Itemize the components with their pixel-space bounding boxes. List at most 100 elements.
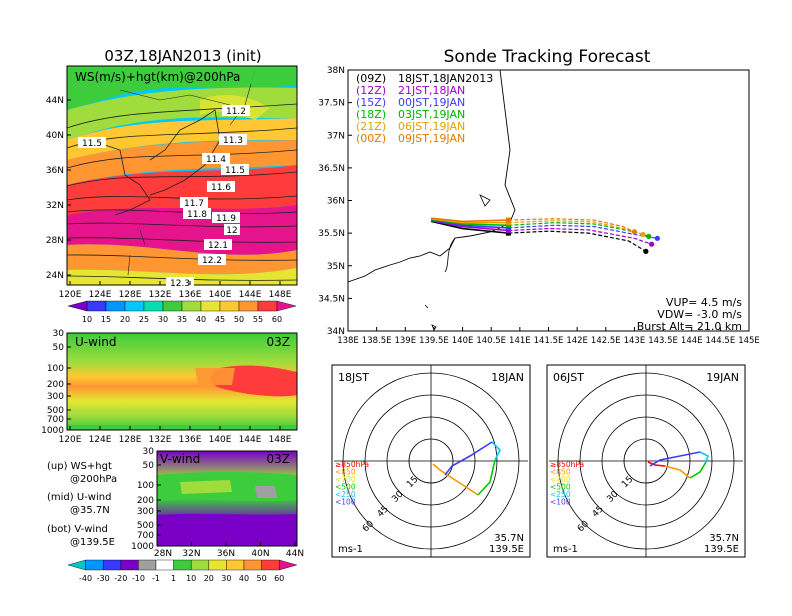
pressure-tick-label: 200 xyxy=(47,380,64,390)
track-burst-point xyxy=(505,225,511,231)
colorbar-swatch xyxy=(67,300,88,312)
pressure-tick-label: 1000 xyxy=(41,426,64,436)
hodograph-ring xyxy=(623,438,669,484)
colorbar-tick-label: 60 xyxy=(274,574,284,583)
lat-tick-label: 35.5N xyxy=(318,229,345,239)
contour-label-bg xyxy=(180,197,208,208)
track-descent-line xyxy=(508,218,635,233)
lat-tick-label: 24N xyxy=(46,271,64,281)
colorbar-swatch xyxy=(190,559,210,571)
colorbar-swatch xyxy=(105,300,126,312)
lon-tick-label: 138E xyxy=(337,336,359,346)
lat-tick-label: 37N xyxy=(327,131,345,141)
level-legend-item: <250 xyxy=(550,490,571,499)
legend-bot-line2: @139.5E xyxy=(70,537,115,548)
pressure-tick-label: 50 xyxy=(53,343,65,353)
v-wind-lat-ticks: 28N 32N 36N 40N 44N xyxy=(154,542,304,559)
launch-legend: (09Z) 18JST,18JAN2013 (12Z) 21JST,18JAN (15Z… xyxy=(356,72,493,145)
lon-tick-label: 124E xyxy=(89,290,112,300)
lon-tick-label: 143.5E xyxy=(648,336,678,346)
lon-tick-label: 140E xyxy=(452,336,474,346)
lon-tick-label: 139.5E xyxy=(419,336,449,346)
lon-tick-label: 145E xyxy=(738,336,760,346)
level-legend-item: <700 xyxy=(335,475,356,484)
lon-tick-label: 142.5E xyxy=(591,336,621,346)
hodograph-ring xyxy=(386,416,476,506)
track-burst-point xyxy=(505,228,511,234)
hodograph-date: 18JAN xyxy=(491,371,524,384)
hodograph-level-legend: ≥850hPa<850<700<500<250<100 xyxy=(550,460,584,507)
lon-tick-label: 142E xyxy=(566,336,588,346)
contour-label: 11.5 xyxy=(82,139,102,149)
contour-label-bg xyxy=(212,212,240,223)
lon-tick-label: 138.5E xyxy=(362,336,392,346)
hodograph-lat: 35.7N xyxy=(494,533,524,544)
pressure-tick-label: 700 xyxy=(47,415,64,425)
hodograph-ring xyxy=(601,416,691,506)
colorbar-tick-label: -10 xyxy=(132,574,145,583)
contour-label: 11.7 xyxy=(184,199,204,209)
tracking-lat-ticks: 38N 37.5N 37N 36.5N 36N 35.5N 35N 34.5N 34N xyxy=(318,66,352,337)
lon-tick-label: 124E xyxy=(89,435,112,445)
launch-time: 03JST,19JAN xyxy=(398,108,465,121)
lon-tick-label: 140E xyxy=(209,290,232,300)
level-legend-item: <100 xyxy=(335,498,356,507)
colorbar-tick-label: 40 xyxy=(239,574,249,583)
colorbar-tick-label: 60 xyxy=(272,315,282,324)
contour-label: 11.5 xyxy=(225,166,245,176)
vdw-label: VDW= -3.0 m/s xyxy=(657,308,742,321)
vup-label: VUP= 4.5 m/s xyxy=(666,296,742,309)
level-legend-item: ≥850hPa xyxy=(335,460,369,469)
colorbar-swatch xyxy=(155,559,174,571)
lon-tick-label: 144E xyxy=(681,336,703,346)
colorbar-swatch xyxy=(276,300,297,312)
upper-lat-ticks: 44N 40N 36N 32N 28N 24N xyxy=(46,96,71,281)
track-burst-point xyxy=(505,222,511,228)
colorbar-swatch xyxy=(124,300,145,312)
hodograph-trace xyxy=(432,441,501,496)
level-legend-item: <100 xyxy=(550,498,571,507)
hodograph-ring xyxy=(408,438,454,484)
contour-label: 12.2 xyxy=(202,256,222,266)
lon-tick-label: 139E xyxy=(394,336,416,346)
v-wind-colorbar: -40 -30 -20 -10 -1 1 10 20 30 40 50 60 xyxy=(67,559,298,583)
lat-tick-label: 34.5N xyxy=(318,294,345,304)
legend-up-line1: (up) WS+hgt xyxy=(47,461,112,472)
hodograph-ring xyxy=(557,372,735,550)
tracking-panel: (09Z) 18JST,18JAN2013 (12Z) 21JST,18JAN (15Z… xyxy=(318,66,760,346)
lon-tick-label: 132E xyxy=(149,435,172,445)
launch-time: 06JST,19JAN xyxy=(398,120,465,133)
colorbar-tick-label: 45 xyxy=(215,315,225,324)
tracking-title: Sonde Tracking Forecast xyxy=(444,47,651,67)
lon-tick-label: 144E xyxy=(239,290,262,300)
contour-label: 12.3 xyxy=(170,279,190,289)
lat-tick-label: 36.5N xyxy=(318,164,345,174)
hodograph-ring xyxy=(579,394,713,528)
level-legend-item: <850 xyxy=(335,468,356,477)
pressure-tick-label: 50 xyxy=(143,461,155,471)
pressure-tick-label: 30 xyxy=(143,447,155,457)
track-landing-point xyxy=(646,233,652,239)
track-landing-point xyxy=(640,231,646,238)
hodograph-time: 18JST xyxy=(338,371,369,384)
colorbar-tick-label: 15 xyxy=(101,315,111,324)
launch-time: 21JST,18JAN xyxy=(398,84,465,97)
level-legend-item: <250 xyxy=(335,490,356,499)
launch-time: 00JST,19JAN xyxy=(398,96,465,109)
tracking-coastline xyxy=(348,70,516,331)
hodograph-lon: 139.5E xyxy=(489,544,524,555)
track-ascent-line xyxy=(430,218,509,227)
track-descent-line xyxy=(508,227,652,245)
track-ascent-line xyxy=(430,217,509,224)
contour-label: 11.6 xyxy=(211,183,231,193)
upper-panel-label: WS(m/s)+hgt(km)@200hPa xyxy=(75,70,240,84)
lon-tick-label: 132E xyxy=(149,290,172,300)
contour-label-bg xyxy=(202,153,230,164)
pressure-tick-label: 300 xyxy=(47,392,64,402)
lon-tick-label: 144E xyxy=(239,435,262,445)
hodograph-level-legend: ≥850hPa<850<700<500<250<100 xyxy=(335,460,369,507)
colorbar-tick-label: 10 xyxy=(186,574,196,583)
